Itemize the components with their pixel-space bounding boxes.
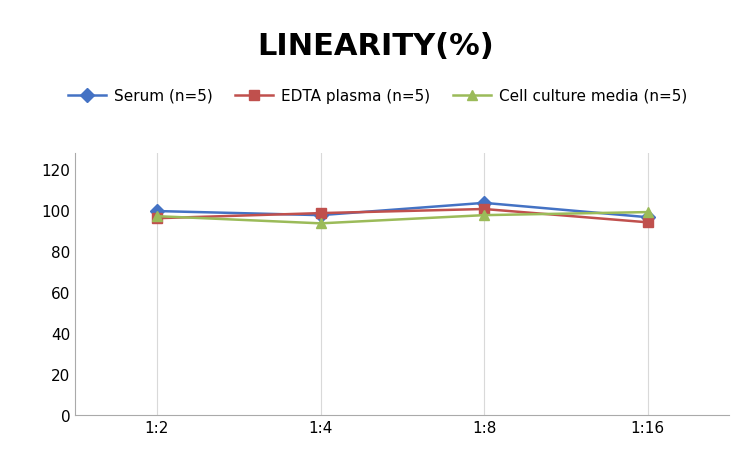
Cell culture media (n=5) [480,213,489,218]
Serum (n=5) [480,201,489,206]
EDTA plasma (n=5) [153,216,162,221]
Text: LINEARITY(%): LINEARITY(%) [258,32,494,60]
Cell culture media (n=5) [153,214,162,219]
Line: Cell culture media (n=5): Cell culture media (n=5) [152,208,653,229]
EDTA plasma (n=5) [316,211,325,216]
Legend: Serum (n=5), EDTA plasma (n=5), Cell culture media (n=5): Serum (n=5), EDTA plasma (n=5), Cell cul… [68,89,687,104]
Serum (n=5) [643,215,652,221]
EDTA plasma (n=5) [643,220,652,226]
Serum (n=5) [316,213,325,218]
Cell culture media (n=5) [316,221,325,226]
EDTA plasma (n=5) [480,207,489,212]
Line: Serum (n=5): Serum (n=5) [152,198,653,222]
Cell culture media (n=5) [643,210,652,215]
Line: EDTA plasma (n=5): EDTA plasma (n=5) [152,205,653,228]
Serum (n=5) [153,209,162,214]
